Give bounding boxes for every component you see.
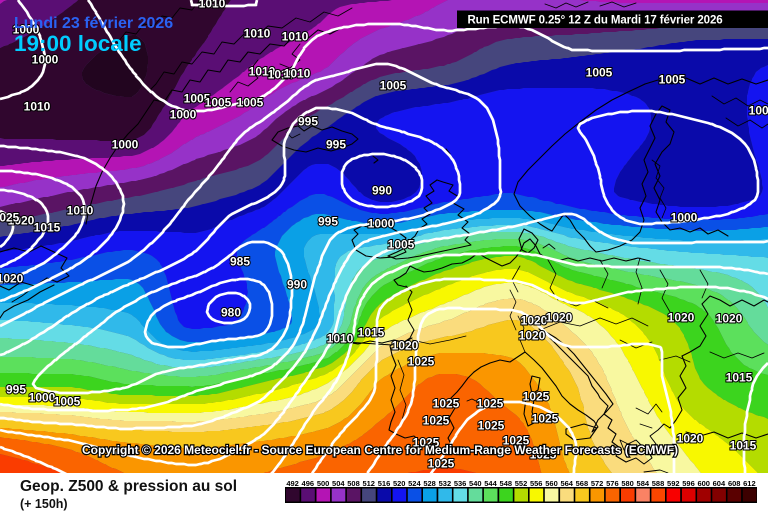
svg-text:1000: 1000 bbox=[29, 391, 56, 405]
svg-text:1025: 1025 bbox=[408, 355, 435, 369]
svg-text:540: 540 bbox=[469, 479, 482, 488]
svg-text:560: 560 bbox=[545, 479, 558, 488]
svg-text:1020: 1020 bbox=[677, 432, 704, 446]
svg-text:504: 504 bbox=[332, 479, 345, 488]
svg-text:500: 500 bbox=[317, 479, 330, 488]
svg-text:Copyright © 2026 Meteociel.fr: Copyright © 2026 Meteociel.fr - Source E… bbox=[82, 443, 678, 457]
svg-text:532: 532 bbox=[439, 479, 452, 488]
svg-text:1000: 1000 bbox=[671, 211, 698, 225]
svg-text:1020: 1020 bbox=[519, 329, 546, 343]
svg-text:995: 995 bbox=[326, 138, 346, 152]
svg-text:596: 596 bbox=[682, 479, 695, 488]
svg-text:1020: 1020 bbox=[716, 312, 743, 326]
svg-text:1005: 1005 bbox=[237, 96, 264, 110]
svg-text:588: 588 bbox=[652, 479, 665, 488]
svg-text:520: 520 bbox=[393, 479, 406, 488]
svg-text:528: 528 bbox=[423, 479, 436, 488]
svg-text:608: 608 bbox=[728, 479, 741, 488]
svg-text:580: 580 bbox=[621, 479, 634, 488]
svg-text:1005: 1005 bbox=[54, 395, 81, 409]
svg-text:1000: 1000 bbox=[13, 23, 40, 37]
svg-text:1005: 1005 bbox=[205, 96, 232, 110]
svg-text:1025: 1025 bbox=[423, 414, 450, 428]
svg-text:1025: 1025 bbox=[532, 412, 559, 426]
svg-text:1000: 1000 bbox=[170, 108, 197, 122]
svg-text:1025: 1025 bbox=[0, 211, 20, 225]
svg-text:544: 544 bbox=[484, 479, 497, 488]
svg-text:1005: 1005 bbox=[388, 238, 415, 252]
svg-text:1010: 1010 bbox=[199, 0, 226, 11]
svg-text:1005: 1005 bbox=[749, 104, 768, 118]
svg-text:1020: 1020 bbox=[0, 272, 24, 286]
svg-text:1015: 1015 bbox=[726, 371, 753, 385]
svg-text:1025: 1025 bbox=[478, 419, 505, 433]
svg-text:1025: 1025 bbox=[530, 448, 557, 462]
svg-text:1020: 1020 bbox=[546, 311, 573, 325]
svg-text:1000: 1000 bbox=[32, 53, 59, 67]
svg-text:492: 492 bbox=[286, 479, 299, 488]
svg-text:1005: 1005 bbox=[586, 66, 613, 80]
svg-text:508: 508 bbox=[347, 479, 360, 488]
svg-text:990: 990 bbox=[372, 184, 392, 198]
svg-text:1025: 1025 bbox=[433, 397, 460, 411]
svg-text:1015: 1015 bbox=[730, 439, 757, 453]
svg-text:Geop. Z500 & pression au sol: Geop. Z500 & pression au sol bbox=[20, 478, 237, 495]
svg-text:516: 516 bbox=[378, 479, 391, 488]
svg-text:548: 548 bbox=[500, 479, 513, 488]
svg-text:1005: 1005 bbox=[184, 92, 211, 106]
svg-text:604: 604 bbox=[713, 479, 726, 488]
svg-text:980: 980 bbox=[221, 306, 241, 320]
svg-text:1020: 1020 bbox=[8, 214, 35, 228]
svg-text:1015: 1015 bbox=[34, 221, 61, 235]
svg-text:1005: 1005 bbox=[380, 79, 407, 93]
svg-text:990: 990 bbox=[287, 278, 307, 292]
svg-text:536: 536 bbox=[454, 479, 467, 488]
svg-text:552: 552 bbox=[515, 479, 528, 488]
svg-text:1000: 1000 bbox=[368, 217, 395, 231]
svg-text:1010: 1010 bbox=[268, 68, 295, 82]
svg-text:1025: 1025 bbox=[413, 436, 440, 450]
svg-text:1020: 1020 bbox=[668, 311, 695, 325]
svg-text:1010: 1010 bbox=[67, 204, 94, 218]
svg-text:1025: 1025 bbox=[477, 397, 504, 411]
svg-text:1015: 1015 bbox=[358, 326, 385, 340]
svg-text:612: 612 bbox=[743, 479, 756, 488]
svg-text:995: 995 bbox=[6, 383, 26, 397]
svg-text:(+ 150h): (+ 150h) bbox=[20, 497, 68, 511]
svg-text:1020: 1020 bbox=[392, 339, 419, 353]
svg-text:1010: 1010 bbox=[24, 100, 51, 114]
svg-text:Run ECMWF 0.25° 12 Z du Mardi: Run ECMWF 0.25° 12 Z du Mardi 17 février… bbox=[467, 15, 722, 27]
svg-text:1025: 1025 bbox=[428, 457, 455, 471]
svg-text:1010: 1010 bbox=[249, 65, 276, 79]
svg-text:1010: 1010 bbox=[282, 30, 309, 44]
svg-text:1010: 1010 bbox=[284, 67, 311, 81]
svg-text:568: 568 bbox=[576, 479, 589, 488]
svg-text:985: 985 bbox=[230, 255, 250, 269]
svg-text:592: 592 bbox=[667, 479, 680, 488]
svg-text:1025: 1025 bbox=[523, 390, 550, 404]
svg-text:1005: 1005 bbox=[659, 73, 686, 87]
svg-text:995: 995 bbox=[318, 215, 338, 229]
svg-text:512: 512 bbox=[362, 479, 375, 488]
svg-text:19:00 locale: 19:00 locale bbox=[14, 31, 142, 56]
svg-text:576: 576 bbox=[606, 479, 619, 488]
svg-text:564: 564 bbox=[560, 479, 573, 488]
svg-text:995: 995 bbox=[298, 115, 318, 129]
svg-text:Lundi 23 février 2026: Lundi 23 février 2026 bbox=[14, 15, 173, 32]
svg-text:496: 496 bbox=[302, 479, 315, 488]
svg-text:1020: 1020 bbox=[521, 314, 548, 328]
svg-text:1025: 1025 bbox=[503, 434, 530, 448]
svg-text:572: 572 bbox=[591, 479, 604, 488]
svg-text:1010: 1010 bbox=[327, 332, 354, 346]
svg-text:1000: 1000 bbox=[112, 138, 139, 152]
svg-text:584: 584 bbox=[637, 479, 650, 488]
svg-text:524: 524 bbox=[408, 479, 421, 488]
svg-text:1010: 1010 bbox=[244, 27, 271, 41]
svg-text:556: 556 bbox=[530, 479, 543, 488]
svg-text:600: 600 bbox=[697, 479, 710, 488]
